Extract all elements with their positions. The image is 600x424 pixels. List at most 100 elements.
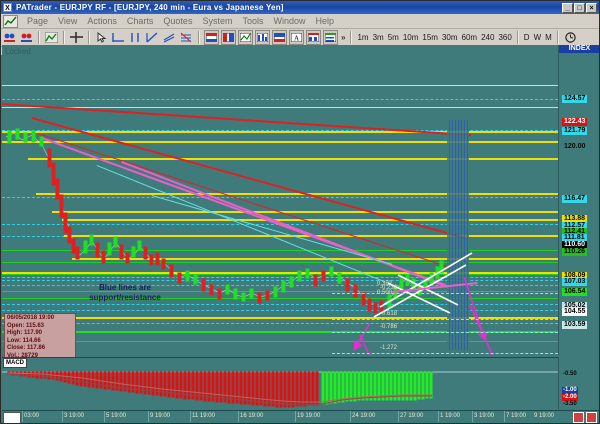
time-tick: 24 19:00: [352, 413, 376, 419]
menu-item-help[interactable]: Help: [315, 16, 335, 26]
macd-label: -0.50: [563, 371, 577, 377]
period-weekly[interactable]: W: [533, 33, 542, 42]
period-daily[interactable]: D: [523, 33, 530, 42]
maximize-button[interactable]: □: [574, 2, 585, 13]
add-page-icon[interactable]: [2, 30, 17, 45]
pointer-icon[interactable]: [94, 30, 109, 45]
trendline-tool-icon[interactable]: [145, 30, 160, 45]
chart-area[interactable]: Locked: [2, 45, 599, 423]
timeframe-5m[interactable]: 5m: [387, 33, 399, 42]
window-title: PATrader - EURJPY RF - [EURJPY, 240 min …: [16, 3, 284, 12]
fib-label: 0.382: [377, 281, 393, 287]
tick-divider: [350, 411, 351, 422]
layout-columns-icon[interactable]: [255, 30, 270, 45]
compare-icon[interactable]: [323, 30, 338, 45]
tick-divider: [504, 411, 505, 422]
menu-item-charts[interactable]: Charts: [126, 16, 154, 26]
support-line: [2, 310, 558, 311]
toolbar-separator: [556, 31, 559, 44]
system-menu-icon[interactable]: X: [3, 3, 12, 12]
level-line-green: [2, 341, 558, 342]
support-line: [2, 277, 558, 278]
ohlc-datetime: 06/05/2018 19:00: [7, 315, 55, 321]
axis-zoom-button[interactable]: [586, 412, 597, 423]
toolbar-separator: [63, 31, 65, 44]
menu-item-window[interactable]: Window: [273, 16, 306, 26]
support-line: [2, 323, 558, 324]
time-tick: 1 19:00: [440, 413, 461, 419]
fib-label: -0.786: [380, 324, 398, 330]
ohlc-high: High: 117.90: [7, 330, 43, 337]
resistance-line-yellow: [52, 211, 558, 213]
axis-corner-button[interactable]: [3, 412, 21, 423]
price-scale[interactable]: INDEX 124.57 122.43 121.79 120.00 116.47…: [558, 45, 599, 355]
resistance-line-yellow: [2, 131, 558, 133]
price-label: 120.00: [564, 143, 586, 150]
tick-divider: [22, 411, 23, 422]
resistance-line-yellow: [62, 219, 558, 221]
layout-chart-icon[interactable]: [238, 30, 253, 45]
minimize-button[interactable]: _: [562, 2, 573, 13]
grid-settings-icon[interactable]: [306, 30, 321, 45]
layout-split-vertical-icon[interactable]: [221, 30, 236, 45]
timeframe-15m[interactable]: 15m: [422, 33, 438, 42]
text-tool-icon[interactable]: A: [289, 30, 304, 45]
price-label: 124.57: [562, 95, 588, 103]
tick-divider: [62, 411, 63, 422]
level-line-white: [2, 85, 558, 86]
layout-split-horizontal-icon[interactable]: [272, 30, 287, 45]
menu-item-tools[interactable]: Tools: [242, 16, 264, 26]
time-tick: 03:00: [24, 413, 40, 419]
chart-type-icon[interactable]: [44, 30, 59, 45]
tick-divider: [104, 411, 105, 422]
level-line-green: [2, 274, 558, 275]
fibonacci-tool-icon[interactable]: [179, 30, 194, 45]
ohlc-info-box: 06/05/2018 19:00 Open: 115.63 High: 117.…: [4, 313, 76, 363]
timeframe-360[interactable]: 360: [498, 33, 512, 42]
timeframe-1m[interactable]: 1m: [357, 33, 369, 42]
resistance-line-yellow: [2, 141, 558, 143]
close-button[interactable]: ×: [586, 2, 597, 13]
timeframe-10m[interactable]: 10m: [402, 33, 419, 42]
remove-page-icon[interactable]: [19, 30, 34, 45]
price-label: 122.43: [562, 118, 588, 126]
time-tick: 11 19:00: [192, 413, 215, 419]
timeframe-30m[interactable]: 30m: [441, 33, 458, 42]
macd-pane[interactable]: MACD: [2, 357, 558, 410]
support-line: [2, 285, 558, 286]
horizontal-line-tool-icon[interactable]: [111, 30, 126, 45]
channel-tool-icon[interactable]: [162, 30, 177, 45]
timeframe-3m[interactable]: 3m: [372, 33, 384, 42]
tick-divider: [438, 411, 439, 422]
level-line-green: [2, 331, 558, 333]
price-label: 111.81: [562, 234, 587, 242]
vertical-line-tool-icon[interactable]: [128, 30, 143, 45]
timeframe-240[interactable]: 240: [481, 33, 495, 42]
extension-line: [332, 293, 558, 294]
menu-item-system[interactable]: System: [202, 16, 233, 26]
tick-divider: [472, 411, 473, 422]
axis-grid-button[interactable]: [573, 412, 584, 423]
time-tick: 16 19:00: [240, 413, 264, 419]
time-axis[interactable]: 03:00 3 19:00 5 19:00 9 19:00 11 19:00 1…: [2, 410, 599, 423]
menu-item-actions[interactable]: Actions: [87, 16, 117, 26]
price-label: 104.55: [562, 308, 588, 316]
menu-item-view[interactable]: View: [58, 16, 78, 26]
forecast-arrows: [353, 276, 494, 355]
timeframe-60m[interactable]: 60m: [461, 33, 478, 42]
ohlc-volume: Vol.: 28729: [7, 352, 38, 359]
period-monthly[interactable]: M: [545, 33, 552, 42]
tick-divider: [190, 411, 191, 422]
support-line: [2, 224, 558, 225]
menu-item-quotes[interactable]: Quotes: [163, 16, 193, 26]
resistance-line-yellow: [2, 317, 558, 319]
ohlc-close: Close: 117.86: [7, 345, 46, 352]
toolbar-overflow-button[interactable]: »: [341, 33, 346, 42]
macd-tab[interactable]: MACD: [3, 358, 27, 368]
crosshair-icon[interactable]: [69, 30, 84, 45]
layout-single-icon[interactable]: [204, 30, 219, 45]
price-plot[interactable]: 0.382 0.500 -0.236 -0.618 -0.786 -1.272: [2, 45, 558, 355]
clock-icon[interactable]: [563, 30, 578, 45]
menu-item-page[interactable]: Page: [27, 16, 49, 26]
toolbar-separator: [88, 31, 90, 44]
